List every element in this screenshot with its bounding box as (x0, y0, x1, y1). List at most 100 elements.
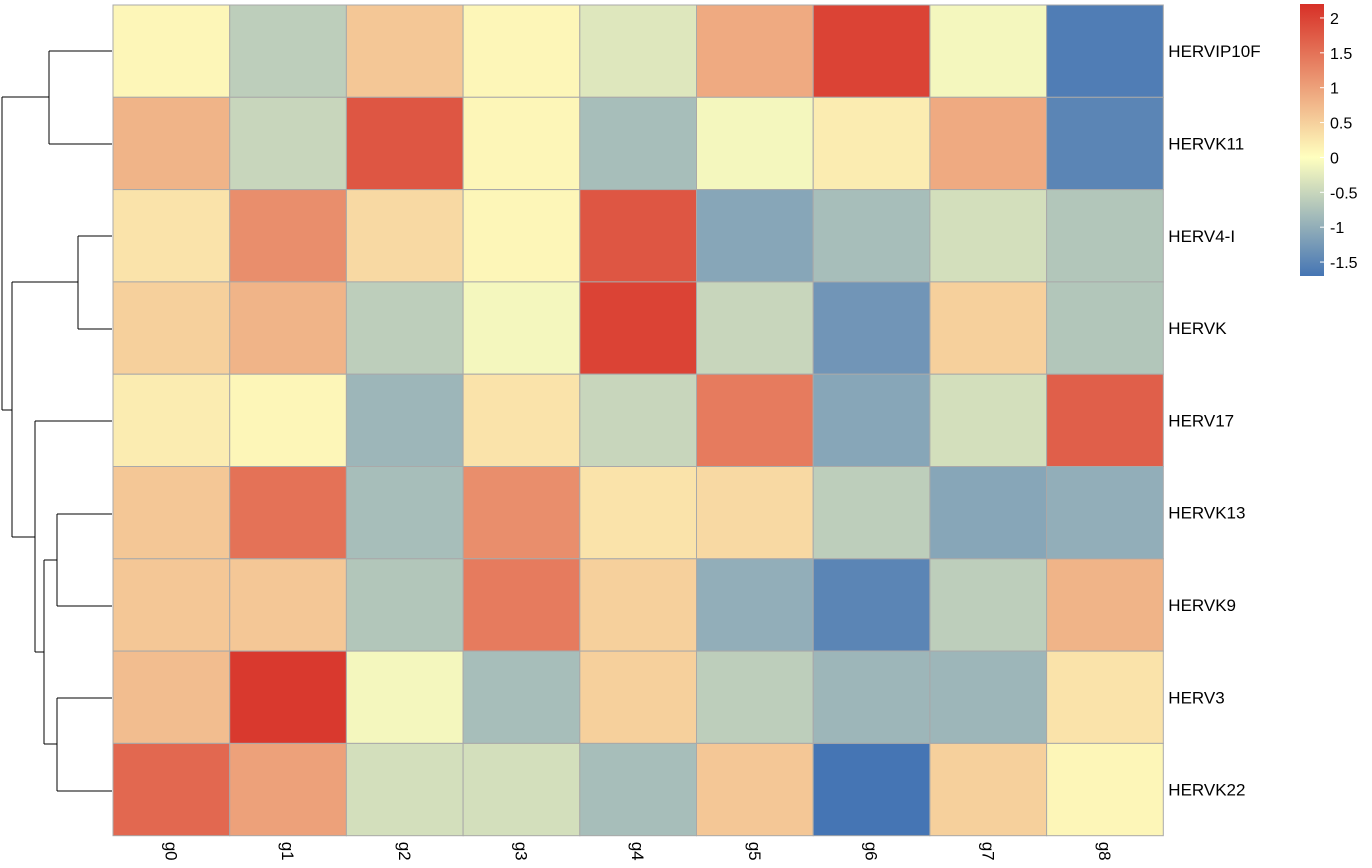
heatmap-cell-HERVK9-g6 (812, 558, 931, 652)
heatmap-cell-HERV4-I-g7 (929, 189, 1048, 283)
heatmap-cell-HERV4-I-g8 (1046, 189, 1164, 283)
heatmap-cell-HERV3-g1 (229, 650, 347, 744)
dendrogram-branch (34, 420, 112, 653)
row-label: HERV3 (1168, 688, 1224, 707)
heatmap-cell-HERVK-g8 (1046, 281, 1164, 375)
row-label: HERVK9 (1168, 596, 1236, 615)
row-label: HERVK22 (1168, 781, 1245, 800)
dendrogram-branch (43, 559, 57, 745)
heatmap-cell-HERVK13-g5 (696, 466, 814, 560)
column-label: g7 (978, 842, 997, 861)
heatmap-cell-HERVK22-g8 (1046, 742, 1164, 837)
heatmap-cell-HERV4-I-g3 (462, 189, 581, 283)
heatmap-cell-HERV3-g3 (462, 650, 581, 744)
heatmap-cell-HERVK-g3 (462, 281, 581, 375)
column-label: g6 (862, 842, 881, 861)
heatmap-cell-HERVK9-g0 (112, 558, 231, 652)
heatmap-cell-HERV4-I-g0 (112, 189, 231, 283)
heatmap-cell-HERVK9-g2 (345, 558, 464, 652)
heatmap-cell-HERVK11-g2 (345, 96, 464, 191)
heatmap-cell-HERV17-g4 (579, 373, 697, 468)
heatmap-cell-HERVK13-g3 (462, 466, 581, 560)
heatmap-cell-HERV3-g2 (345, 650, 464, 744)
heatmap-cell-HERVIP10F-g3 (462, 4, 581, 98)
heatmap-cell-HERV3-g4 (579, 650, 697, 744)
dendrogram-branch (56, 513, 112, 607)
heatmap-cell-HERVK9-g5 (696, 558, 814, 652)
color-legend: 2 1.5 1 0.5 0 -0.5 -1 -1.5 (1300, 4, 1358, 276)
column-label: g0 (161, 842, 180, 861)
legend-tick-label: 0.5 (1330, 116, 1352, 133)
heatmap-cell-HERVK-g5 (696, 281, 814, 375)
heatmap-cell-HERVK22-g0 (112, 742, 231, 837)
row-dendrogram (1, 50, 112, 792)
heatmap-cell-HERVIP10F-g6 (812, 4, 931, 98)
row-label: HERV4-I (1168, 227, 1235, 246)
legend-tick-label: 1 (1330, 81, 1339, 98)
heatmap-cell-HERVK13-g7 (929, 466, 1048, 560)
legend-tick-label: 0 (1330, 150, 1339, 167)
heatmap-cell-HERVK22-g7 (929, 742, 1048, 837)
heatmap-cell-HERV4-I-g6 (812, 189, 931, 283)
dendrogram-branch (1, 96, 49, 411)
heatmap-cell-HERVK9-g3 (462, 558, 581, 652)
column-label: g4 (628, 842, 647, 861)
heatmap-cell-HERVK-g1 (229, 281, 347, 375)
heatmap-cell-HERV17-g2 (345, 373, 464, 468)
heatmap-cell-HERVIP10F-g7 (929, 4, 1048, 98)
legend-tick-label: -1 (1330, 220, 1344, 237)
heatmap-cell-HERVK9-g8 (1046, 558, 1164, 652)
legend-tick-label: 1.5 (1330, 46, 1352, 63)
dendrogram-branch (77, 235, 112, 330)
heatmap-cell-HERVK-g2 (345, 281, 464, 375)
heatmap-cell-HERVK11-g0 (112, 96, 231, 191)
heatmap-cell-HERVK-g6 (812, 281, 931, 375)
legend-tick-label: 2 (1330, 11, 1339, 28)
heatmap-cell-HERVK-g7 (929, 281, 1048, 375)
heatmap-cell-HERV17-g5 (696, 373, 814, 468)
heatmap-cell-HERV4-I-g2 (345, 189, 464, 283)
heatmap-cell-HERVK11-g8 (1046, 96, 1164, 191)
heatmap-cell-HERVK13-g2 (345, 466, 464, 560)
heatmap-cell-HERV3-g7 (929, 650, 1048, 744)
heatmap-cell-HERVK13-g4 (579, 466, 697, 560)
column-label: g5 (745, 842, 764, 861)
heatmap-cell-HERVIP10F-g2 (345, 4, 464, 98)
heatmap-cell-HERVIP10F-g4 (579, 4, 697, 98)
dendrogram-branch (56, 697, 112, 792)
column-label: g1 (278, 842, 297, 861)
heatmap-cell-HERVK11-g6 (812, 96, 931, 191)
heatmap-cell-HERVK22-g3 (462, 742, 581, 837)
heatmap-cell-HERVK22-g1 (229, 742, 347, 837)
heatmap-cell-HERVIP10F-g1 (229, 4, 347, 98)
heatmap-cell-HERV17-g7 (929, 373, 1048, 468)
heatmap-cell-HERVK11-g5 (696, 96, 814, 191)
heatmap-cell-HERVK22-g4 (579, 742, 697, 837)
heatmap-cell-HERVK9-g7 (929, 558, 1048, 652)
legend-ticks: 2 1.5 1 0.5 0 -0.5 -1 -1.5 (1320, 11, 1358, 272)
heatmap-cell-HERVK11-g4 (579, 96, 697, 191)
row-label: HERVK11 (1168, 134, 1244, 153)
heatmap-cell-HERVK13-g6 (812, 466, 931, 560)
heatmap-cell-HERV17-g3 (462, 373, 581, 468)
row-label: HERV17 (1168, 411, 1234, 430)
heatmap-cell-HERVIP10F-g0 (112, 4, 231, 98)
row-label: HERVK (1168, 319, 1227, 338)
heatmap-cell-HERV17-g1 (229, 373, 347, 468)
legend-tick-label: -0.5 (1330, 185, 1358, 202)
heatmap-cell-HERVK13-g0 (112, 466, 231, 560)
heatmap-cell-HERVIP10F-g5 (696, 4, 814, 98)
column-labels: g0 g1 g2 g3 g4 g5 g6 g7 g8 (161, 842, 1114, 861)
heatmap-cell-HERVK22-g5 (696, 742, 814, 837)
column-label: g8 (1095, 842, 1114, 861)
heatmap-cell-HERVK13-g8 (1046, 466, 1164, 560)
heatmap-cell-HERVK9-g1 (229, 558, 347, 652)
row-label: HERVIP10F (1168, 42, 1260, 61)
heatmap-cell-HERVK9-g4 (579, 558, 697, 652)
heatmap-cell-HERVK11-g7 (929, 96, 1048, 191)
heatmap-cell-HERV17-g0 (112, 373, 231, 468)
heatmap-cell-HERV4-I-g4 (579, 189, 697, 283)
heatmap-cell-HERVK11-g3 (462, 96, 581, 191)
row-label: HERVK13 (1168, 504, 1245, 523)
heatmap-cell-HERV4-I-g1 (229, 189, 347, 283)
